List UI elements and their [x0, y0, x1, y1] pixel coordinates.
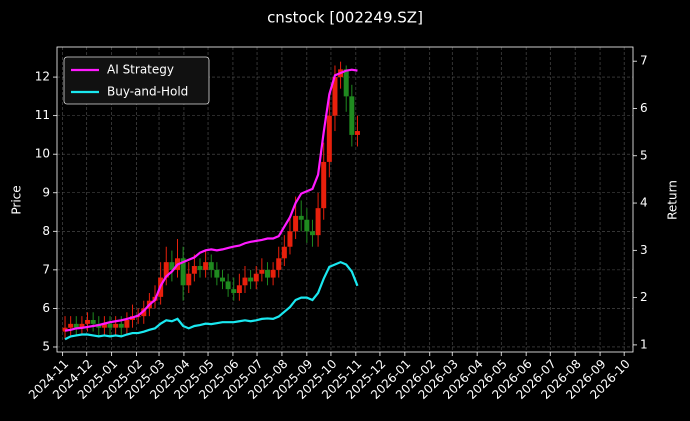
y2-tick-label: 1	[640, 337, 648, 351]
candle-body	[236, 285, 242, 294]
candle-body	[354, 131, 360, 135]
candle-body	[315, 208, 321, 236]
candle-body	[73, 323, 79, 328]
legend-box	[63, 56, 210, 105]
y-tick-label: 8	[42, 224, 50, 238]
candle-body	[118, 323, 124, 328]
y2-tick-label: 3	[640, 243, 648, 257]
candle-body	[343, 69, 349, 97]
candle-body	[79, 323, 85, 328]
candle-body	[332, 77, 338, 116]
candle-body	[68, 323, 74, 328]
candle-body	[253, 273, 259, 282]
candle-body	[287, 231, 293, 247]
candle-body	[349, 96, 355, 135]
y2-tick-label: 4	[640, 196, 648, 210]
candle-body	[293, 215, 299, 232]
legend-label: AI Strategy	[107, 63, 174, 77]
candle-body	[124, 319, 130, 328]
chart-title: cnstock [002249.SZ]	[267, 9, 423, 27]
candle-body	[309, 231, 315, 236]
candle-body	[214, 269, 220, 278]
candle-body	[169, 262, 175, 270]
y-tick-label: 6	[42, 301, 50, 315]
candle-body	[242, 277, 248, 286]
y2-tick-label: 2	[640, 290, 648, 304]
candle-body	[326, 115, 332, 162]
candle-body	[270, 269, 276, 278]
y-tick-label: 7	[42, 262, 50, 276]
candle-body	[107, 323, 113, 328]
y-tick-label: 11	[35, 108, 50, 122]
plot-frame	[56, 46, 634, 353]
candle-body	[298, 215, 304, 220]
candle-body	[85, 319, 91, 324]
candle-body	[321, 161, 327, 209]
candle-body	[208, 262, 214, 270]
y-tick-label: 10	[35, 147, 50, 161]
y-axis-label: Price	[10, 185, 24, 214]
candle-body	[203, 262, 209, 270]
candle-body	[231, 289, 237, 294]
candle-body	[219, 277, 225, 282]
candle-body	[264, 269, 270, 278]
candle-body	[281, 246, 287, 259]
candle-body	[225, 281, 231, 290]
legend-label: Buy-and-Hold	[107, 85, 188, 99]
candle-body	[259, 269, 265, 274]
y-tick-label: 12	[35, 70, 50, 84]
return-line	[64, 68, 358, 332]
y2-tick-label: 5	[640, 148, 648, 162]
y-tick-label: 9	[42, 185, 50, 199]
candle-body	[304, 219, 310, 232]
y2-axis-label: Return	[666, 180, 680, 220]
candle-body	[276, 258, 282, 270]
candle-body	[163, 262, 169, 278]
candle-body	[248, 277, 254, 282]
candle-body	[191, 266, 197, 274]
candle-body	[90, 319, 96, 324]
y2-tick-label: 6	[640, 101, 648, 115]
candle-body	[180, 258, 186, 286]
candle-body	[186, 273, 192, 286]
candle-body	[197, 266, 203, 270]
return-line	[64, 260, 359, 341]
y-tick-label: 5	[42, 339, 50, 353]
candle-body	[113, 323, 119, 328]
y2-tick-label: 7	[640, 54, 648, 68]
candle-body	[101, 323, 107, 328]
